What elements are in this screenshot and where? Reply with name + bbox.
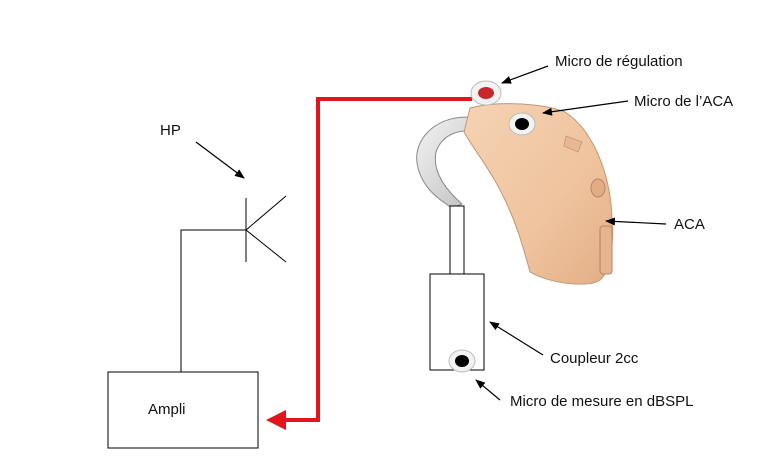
micro-mesure-arrow [475, 379, 501, 401]
hearing-aid-body [463, 103, 613, 285]
loudspeaker-icon [245, 195, 287, 263]
micro-mesure-label: Micro de mesure en dBSPL [510, 393, 693, 410]
coupleur-arrow [489, 321, 544, 356]
volume-wheel [590, 178, 606, 198]
measurement-mic-icon [448, 349, 476, 373]
micro-regulation-label: Micro de régulation [555, 53, 683, 70]
micro-aca-label: Micro de l’ACA [634, 93, 733, 110]
coupleur-label: Coupleur 2cc [550, 350, 639, 367]
micro-aca-arrow [542, 100, 629, 116]
regulation-mic-icon [470, 80, 502, 106]
amp-speaker-wire [180, 229, 246, 372]
ampli-label: Ampli [148, 401, 186, 418]
aca-mic-icon [508, 112, 536, 136]
hearing-aid-detail [563, 135, 583, 153]
battery-door [599, 225, 613, 275]
regulation-signal-line [266, 97, 472, 430]
micro-regulation-arrow [501, 65, 549, 84]
aca-arrow [605, 217, 667, 226]
hp-label: HP [160, 122, 181, 139]
hp-arrow [195, 141, 245, 179]
coupler-tube [449, 205, 465, 275]
aca-label: ACA [674, 216, 705, 233]
ampli-box [107, 371, 259, 449]
